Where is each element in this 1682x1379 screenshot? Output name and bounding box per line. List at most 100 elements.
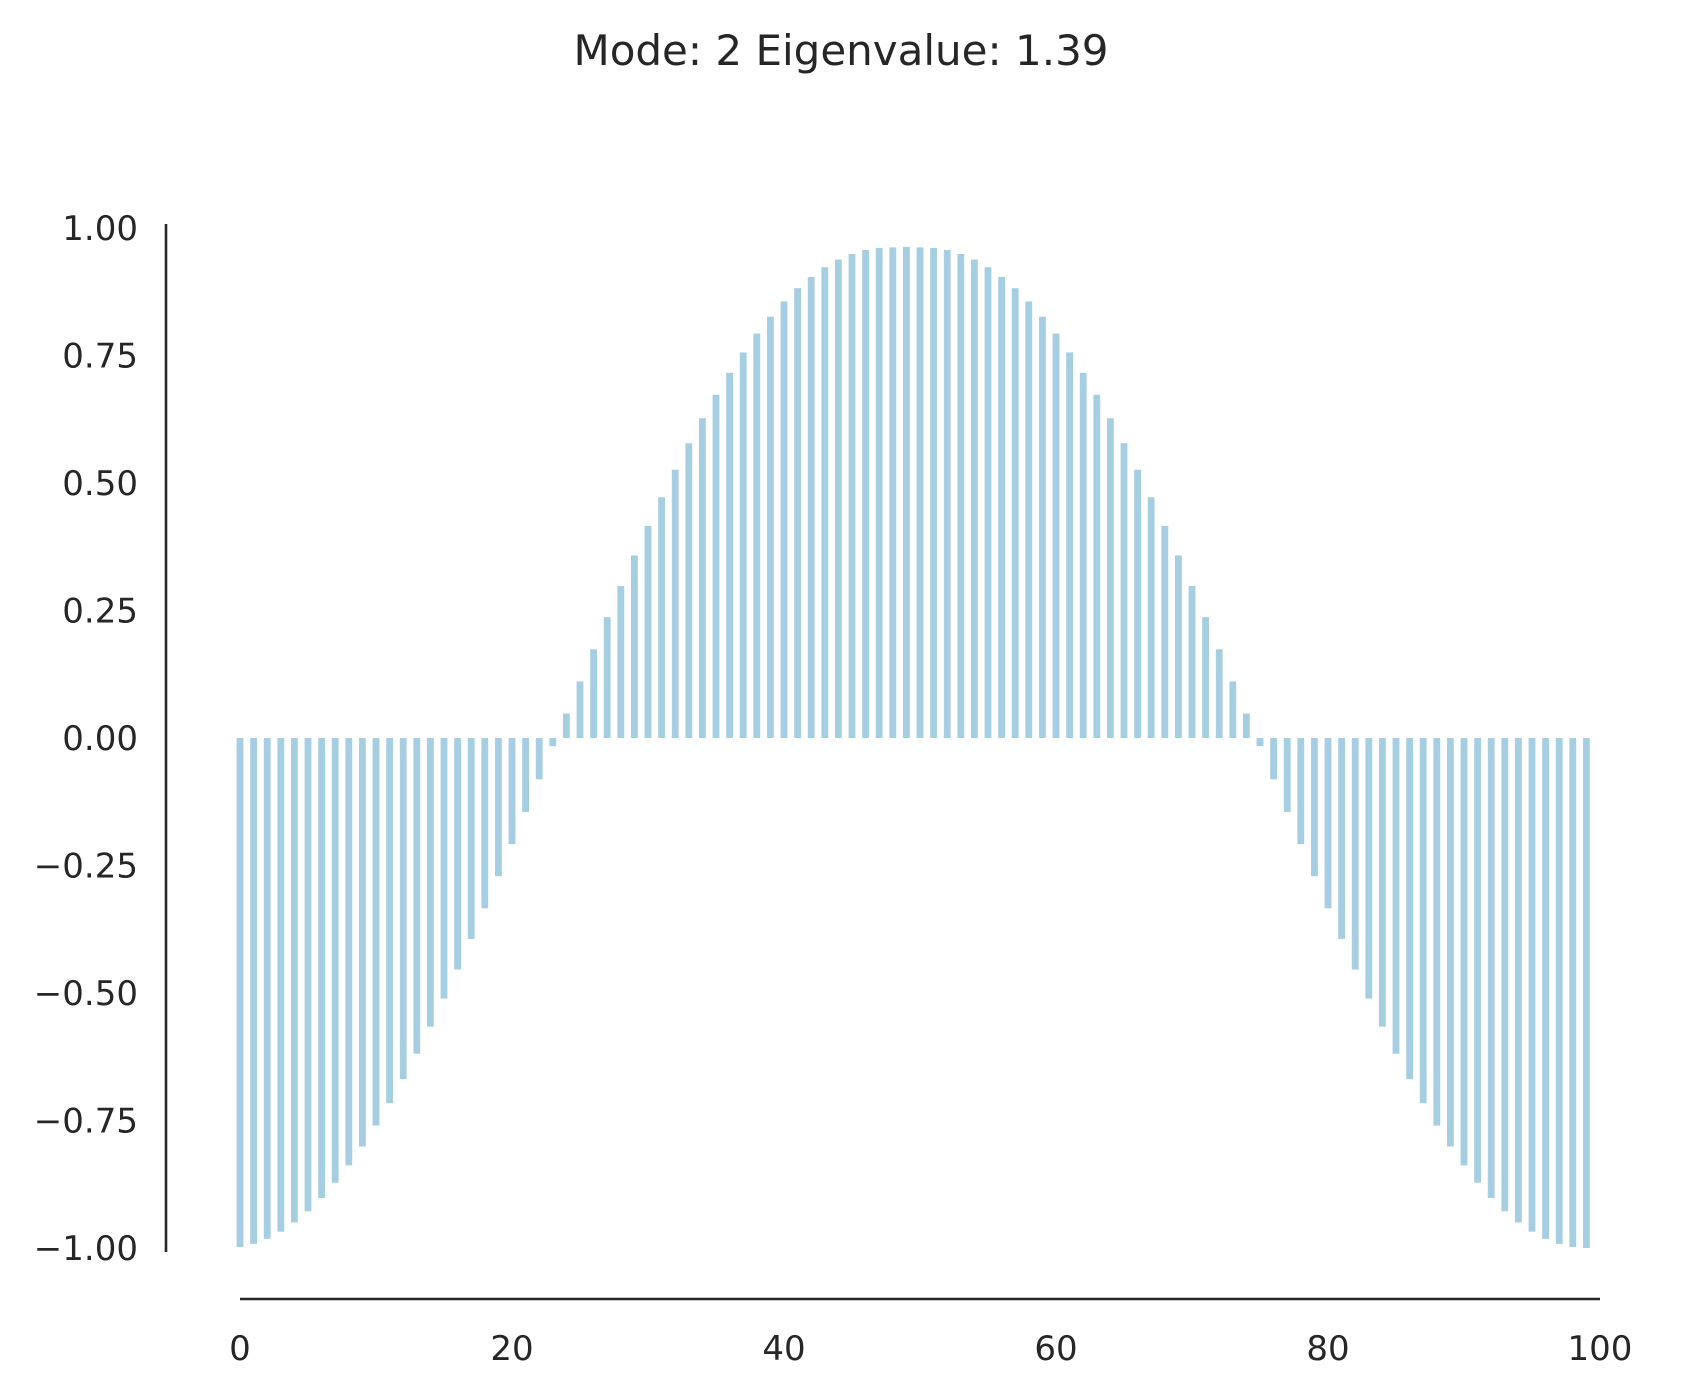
bar [495, 738, 502, 877]
bar [916, 247, 924, 738]
bar [1324, 738, 1332, 909]
bar [1066, 352, 1073, 738]
bar [1093, 394, 1101, 738]
bar [903, 246, 910, 738]
bar [1447, 738, 1454, 1147]
bar [263, 738, 271, 1239]
bar [576, 681, 584, 738]
bar [1365, 738, 1373, 999]
x-tick-label: 20 [490, 1329, 533, 1369]
bar [1487, 738, 1495, 1199]
bar [726, 372, 733, 738]
x-tick-label: 0 [229, 1329, 251, 1369]
bar [1202, 617, 1209, 738]
bar [1039, 316, 1046, 738]
bar [318, 738, 325, 1199]
x-tick-label: 100 [1568, 1329, 1633, 1369]
bar [658, 497, 665, 738]
chart-title: Mode: 2 Eigenvalue: 1.39 [573, 26, 1108, 75]
bar [454, 738, 461, 970]
bar [467, 738, 475, 939]
bar [1243, 713, 1250, 738]
bar [998, 276, 1005, 738]
y-tick-label: 0.75 [62, 337, 138, 377]
bar [1175, 555, 1182, 738]
bar [481, 738, 489, 909]
bar [943, 249, 951, 738]
bar [386, 738, 393, 1104]
bar [699, 418, 706, 738]
bar [277, 738, 285, 1232]
bar [889, 247, 897, 738]
bar [563, 713, 570, 738]
bar [1297, 738, 1305, 845]
bar [1283, 738, 1291, 812]
bar [794, 288, 801, 738]
bar [413, 738, 421, 1054]
bar [427, 738, 434, 1027]
x-tick-label: 80 [1306, 1329, 1349, 1369]
bar [1569, 738, 1577, 1247]
y-tick-label: 0.00 [62, 719, 138, 759]
bar [780, 301, 788, 738]
bar [1161, 525, 1169, 738]
bar [1460, 738, 1468, 1166]
bar [875, 247, 883, 738]
bar [1256, 738, 1264, 747]
bar [1025, 301, 1033, 738]
bar [971, 259, 978, 738]
bar [304, 738, 312, 1212]
bar [1555, 738, 1563, 1244]
bar [862, 249, 869, 738]
bar-series [236, 246, 1590, 1248]
bar [440, 738, 448, 999]
bar [930, 247, 937, 738]
bar [603, 617, 611, 738]
x-tick-label: 60 [1034, 1329, 1077, 1369]
bar [345, 738, 353, 1166]
bar [671, 469, 679, 738]
bar [549, 738, 557, 747]
bar [291, 738, 298, 1223]
bar [753, 333, 761, 738]
y-tick-label: 1.00 [62, 209, 138, 249]
bar [712, 394, 720, 738]
bar [1311, 738, 1318, 877]
bar [1270, 738, 1277, 780]
bar [957, 254, 965, 738]
bar [1392, 738, 1400, 1054]
bar [1338, 738, 1345, 939]
bar [1229, 681, 1237, 738]
bar [1433, 738, 1441, 1126]
bar [1474, 738, 1481, 1183]
y-tick-label: −0.75 [34, 1102, 138, 1142]
bar [372, 738, 380, 1126]
bar [821, 267, 829, 738]
y-tick-label: −0.25 [34, 847, 138, 887]
bar [617, 586, 625, 738]
bar [1515, 738, 1522, 1223]
bar [1107, 418, 1114, 738]
bar [1501, 738, 1509, 1212]
y-tick-label: −1.00 [34, 1229, 138, 1269]
bar [236, 738, 244, 1247]
y-tick-label: −0.50 [34, 974, 138, 1014]
x-tick-label: 40 [762, 1329, 805, 1369]
x-axis: 0 20 40 60 80 100 [229, 1297, 1633, 1369]
bar [1011, 288, 1019, 738]
bar [1406, 738, 1413, 1080]
y-tick-label: 0.25 [62, 592, 138, 632]
bar [1134, 469, 1141, 738]
bar [1215, 649, 1223, 738]
bar [767, 316, 774, 738]
y-tick-label: 0.50 [62, 464, 138, 504]
bar [359, 738, 366, 1147]
bar [1351, 738, 1359, 970]
bar [644, 525, 652, 738]
y-axis: 1.00 0.75 0.50 0.25 0.00 −0.25 −0.50 −0.75 −1.00 [34, 209, 168, 1269]
bar [522, 738, 529, 812]
bar [508, 738, 516, 845]
bar [835, 259, 842, 738]
bar [590, 649, 597, 738]
